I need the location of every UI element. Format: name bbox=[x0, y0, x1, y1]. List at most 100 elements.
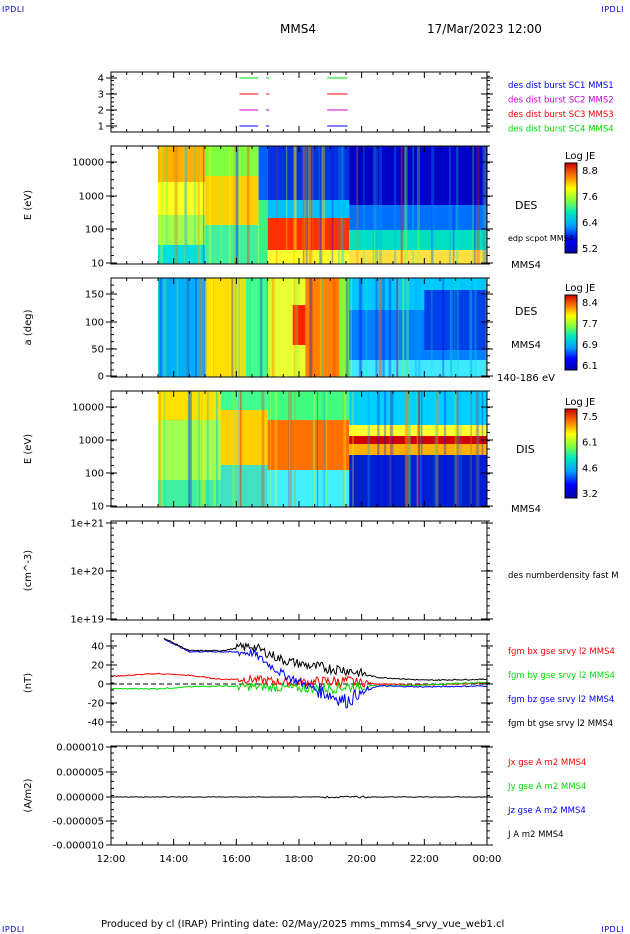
colorbar-tick-label: 4.6 bbox=[582, 463, 598, 474]
spectrogram-streak bbox=[285, 146, 288, 264]
spectrogram-streak bbox=[235, 146, 239, 264]
panel-right-label: DES bbox=[515, 305, 537, 318]
spectrogram-cell bbox=[349, 455, 487, 507]
spectrogram-streak bbox=[321, 278, 324, 377]
spectrogram-streak bbox=[331, 146, 334, 264]
spectrogram-streak bbox=[197, 391, 200, 507]
axis-label: (nT) bbox=[23, 673, 34, 693]
spectrogram-streak bbox=[470, 391, 472, 507]
y-tick-label: -40 bbox=[88, 718, 104, 729]
spectrogram-streak bbox=[378, 278, 382, 377]
spectrogram-cell bbox=[349, 436, 487, 444]
y-tick-label: 10 bbox=[91, 502, 104, 513]
panel-right-label: MMS4 bbox=[511, 260, 541, 271]
spectrogram-streak bbox=[417, 146, 421, 264]
spectrogram-streak bbox=[236, 391, 240, 507]
spectrogram-streak bbox=[288, 391, 292, 507]
spectrogram-streak bbox=[306, 146, 309, 264]
spectrogram-streak bbox=[345, 278, 347, 377]
current-trace bbox=[110, 795, 486, 799]
spectrogram-streak bbox=[316, 391, 319, 507]
spectrogram-streak bbox=[201, 391, 205, 507]
spectrogram-streak bbox=[167, 278, 170, 377]
spectrogram-streak bbox=[216, 391, 218, 507]
legend-entry: des dist burst SC2 MMS2 bbox=[508, 96, 614, 106]
spectrogram-streak bbox=[158, 391, 161, 507]
colorbar-tick-label: 8.4 bbox=[582, 298, 598, 309]
spectrogram-cell bbox=[158, 215, 205, 245]
spectrogram-cell bbox=[258, 146, 268, 200]
spectrogram-streak bbox=[382, 278, 385, 377]
time-tick-label: 20:00 bbox=[347, 854, 376, 865]
spectrogram-streak bbox=[185, 146, 187, 264]
spectrogram-streak bbox=[159, 391, 161, 507]
spectrogram-streak bbox=[308, 146, 312, 264]
y-tick-label: 1e+21 bbox=[70, 519, 104, 530]
y-tick-label: 1e+19 bbox=[70, 615, 104, 626]
spectrogram-streak bbox=[294, 391, 297, 507]
spectrogram-streak bbox=[337, 146, 340, 264]
spectrogram-streak bbox=[163, 278, 167, 377]
spectrogram-streak bbox=[401, 278, 404, 377]
y-tick-label: 4 bbox=[98, 74, 104, 85]
colorbar bbox=[564, 294, 578, 371]
spectrogram-streak bbox=[197, 391, 199, 507]
colorbar bbox=[564, 408, 578, 499]
spectrogram-streak bbox=[365, 278, 368, 377]
spectrogram-streak bbox=[237, 391, 240, 507]
y-tick-label: 0.000000 bbox=[56, 793, 104, 804]
spectrogram-streak bbox=[321, 146, 324, 264]
legend-entry: Jx gse A m2 MMS4 bbox=[507, 758, 586, 768]
spectrogram-streak bbox=[360, 278, 363, 377]
spectrogram-cell bbox=[267, 146, 350, 200]
spectrogram-streak bbox=[313, 391, 316, 507]
spectrogram-streak bbox=[198, 278, 201, 377]
spectrogram-streak bbox=[165, 146, 168, 264]
corner-tr-label: IPDLI bbox=[601, 5, 624, 14]
spectrogram-cell bbox=[158, 245, 205, 264]
legend-entry: fgm bx gse srvy l2 MMS4 bbox=[508, 647, 615, 657]
y-tick-label: 40 bbox=[91, 642, 104, 653]
spectrogram-streak bbox=[189, 391, 192, 507]
spectrogram-streak bbox=[259, 278, 263, 377]
spectrogram-cell bbox=[349, 205, 487, 230]
spectrogram-cell bbox=[205, 225, 259, 264]
spectrogram-streak bbox=[383, 391, 387, 507]
spectrogram-streak bbox=[318, 146, 320, 264]
spectrogram-streak bbox=[160, 146, 164, 264]
spectrogram-streak bbox=[358, 278, 361, 377]
spectrogram-streak bbox=[377, 391, 380, 507]
spectrogram-streak bbox=[412, 146, 415, 264]
spectrogram-streak bbox=[193, 146, 196, 264]
panel-right-label: DIS bbox=[516, 443, 535, 456]
colorbar-tick-label: 6.4 bbox=[582, 218, 598, 229]
spectrogram-cell bbox=[158, 420, 221, 480]
spectrogram-streak bbox=[443, 391, 447, 507]
colorbar bbox=[564, 162, 578, 254]
spectrogram-cell bbox=[158, 278, 205, 377]
spectrogram-streak bbox=[402, 278, 405, 377]
y-tick-label: 0.000010 bbox=[56, 743, 104, 754]
time-tick-label: 16:00 bbox=[222, 854, 251, 865]
y-tick-label: 3 bbox=[98, 90, 104, 101]
spectrogram-streak bbox=[420, 391, 422, 507]
spectrogram-streak bbox=[288, 391, 292, 507]
spectrogram-cell bbox=[267, 470, 350, 507]
colorbar-tick-label: 7.7 bbox=[582, 319, 598, 330]
legend-entry: des dist burst SC1 MMS1 bbox=[508, 81, 614, 91]
spectrogram-streak bbox=[416, 391, 419, 507]
spectrogram-streak bbox=[388, 278, 392, 377]
spectrogram-streak bbox=[187, 278, 190, 377]
panel-right-label: MMS4 bbox=[511, 504, 541, 515]
spectrogram-cell bbox=[158, 182, 205, 215]
spectrogram-streak bbox=[400, 146, 403, 264]
spectrogram-streak bbox=[320, 146, 322, 264]
legend-entry: des dist burst SC4 MMS4 bbox=[508, 125, 614, 135]
spectrogram-streak bbox=[183, 146, 187, 264]
spectrogram-streak bbox=[456, 278, 459, 377]
spectrogram-streak bbox=[159, 391, 163, 507]
spectrogram-streak bbox=[414, 278, 418, 377]
time-tick-label: 00:00 bbox=[473, 854, 502, 865]
y-tick-label: 10 bbox=[91, 259, 104, 270]
corner-tl-label: IPDLI bbox=[2, 5, 25, 14]
